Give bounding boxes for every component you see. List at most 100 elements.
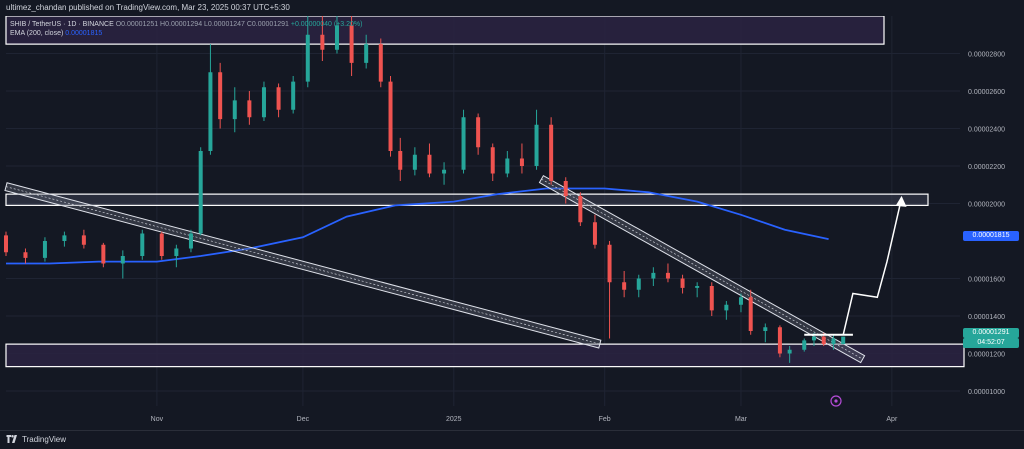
time-axis-label: 2025 xyxy=(446,416,462,423)
candle-body xyxy=(549,124,554,181)
candle-body xyxy=(388,81,393,151)
candle-body xyxy=(261,87,266,118)
price-axis-label: 0.00001200 xyxy=(968,352,1005,359)
candle-body xyxy=(101,244,106,264)
price-axis-label: 0.00002200 xyxy=(968,164,1005,171)
publish-bar: ultimez_chandan published on TradingView… xyxy=(0,0,1024,16)
horizontal-zone xyxy=(5,15,885,45)
price-axis-label: 0.00002800 xyxy=(968,52,1005,59)
candle-body xyxy=(140,233,145,256)
candle-body xyxy=(218,72,223,120)
candle-body xyxy=(291,81,296,110)
legend-symbol-row: SHIB / TetherUS · 1D · BINANCE O0.000012… xyxy=(10,20,362,29)
candle-body xyxy=(442,169,447,174)
candle-body xyxy=(188,233,193,249)
legend-ema-value: 0.00001815 xyxy=(65,30,103,37)
candle-body xyxy=(534,124,539,166)
time-axis-label: Mar xyxy=(735,416,748,423)
candle-body xyxy=(695,286,700,288)
candle-body xyxy=(724,304,729,311)
price-axis-label: 0.00001400 xyxy=(968,314,1005,321)
candle-body xyxy=(841,336,846,345)
candle-body xyxy=(578,196,583,223)
legend-ohlc: O0.00001251 H0.00001294 L0.00001247 C0.0… xyxy=(115,21,289,28)
candle-body xyxy=(490,147,495,174)
horizontal-zone xyxy=(5,343,965,368)
candle-body xyxy=(320,34,325,50)
event-marker-icon xyxy=(830,395,842,407)
price-axis-label: 0.00002400 xyxy=(968,127,1005,134)
candle-body xyxy=(665,272,670,279)
time-axis-label: Feb xyxy=(599,416,611,423)
candle-body xyxy=(802,340,807,350)
price-axis-label: 0.00002600 xyxy=(968,89,1005,96)
candle-body xyxy=(680,278,685,288)
tradingview-logo-icon xyxy=(6,435,17,443)
last-price-tag: 0.00001291 xyxy=(963,328,1019,338)
price-axis-label: 0.00002000 xyxy=(968,202,1005,209)
candle-body xyxy=(811,336,816,341)
candle-body xyxy=(651,272,656,279)
candle-body xyxy=(334,25,339,50)
candle-body xyxy=(738,297,743,305)
candle-body xyxy=(349,25,354,63)
legend-ema-row: EMA (200, close) 0.00001815 xyxy=(10,29,362,38)
candle-body xyxy=(709,286,714,311)
footer-brand: TradingView xyxy=(22,435,67,444)
candle-body xyxy=(23,252,28,258)
candle-body xyxy=(81,235,86,245)
candle-body xyxy=(787,349,792,354)
ema-200-line xyxy=(6,187,829,265)
candle-body xyxy=(592,222,597,245)
ema-price-tag: 0.00001815 xyxy=(963,231,1019,241)
legend-ema-label[interactable]: EMA (200, close) xyxy=(10,30,64,37)
event-marker-dot xyxy=(834,399,838,403)
candle-body xyxy=(232,100,237,120)
time-axis-label: Dec xyxy=(297,416,310,423)
candle-body xyxy=(247,100,252,118)
time-axis-label: Nov xyxy=(151,416,164,423)
candle-body xyxy=(159,233,164,256)
candle-body xyxy=(208,72,213,151)
legend-change: +0.00000040 (+3.20%) xyxy=(290,21,363,28)
trend-channel-long xyxy=(4,182,602,349)
trend-channel-short-mid xyxy=(541,178,863,360)
candle-body xyxy=(276,87,281,110)
projection-arrowhead xyxy=(895,195,907,207)
price-axis-label: 0.00001000 xyxy=(968,389,1005,396)
price-chart[interactable]: 0.00002800 0.00002600 0.00002400 0.00002200… xyxy=(0,15,1024,430)
candle-body xyxy=(427,154,432,174)
candle-body xyxy=(563,181,568,196)
candle-body xyxy=(821,336,826,345)
candle-body xyxy=(364,44,369,63)
candle-body xyxy=(412,154,417,170)
candle-body xyxy=(120,256,125,264)
time-axis-label: Apr xyxy=(886,416,898,423)
candle-body xyxy=(476,117,481,148)
candle-body xyxy=(461,117,466,170)
candle-body xyxy=(777,327,782,354)
countdown-tag: 04:52:07 xyxy=(963,338,1019,348)
candle-body xyxy=(519,158,524,166)
publish-text: ultimez_chandan published on TradingView… xyxy=(6,3,290,12)
projection-path xyxy=(842,197,903,335)
candle-body xyxy=(763,327,768,331)
candle-body xyxy=(398,151,403,170)
candle-body xyxy=(62,235,67,241)
candle-body xyxy=(607,244,612,283)
price-axis-label: 0.00001600 xyxy=(968,277,1005,284)
chart-legend: SHIB / TetherUS · 1D · BINANCE O0.000012… xyxy=(10,20,362,38)
chart-area[interactable]: 0.00002800 0.00002600 0.00002400 0.00002200… xyxy=(0,15,1024,430)
candle-body xyxy=(748,297,753,331)
candle-body xyxy=(378,44,383,82)
candle-body xyxy=(174,248,179,256)
footer-bar: TradingView xyxy=(0,430,1024,449)
candle-body xyxy=(622,282,627,290)
candle-body xyxy=(198,151,203,234)
candle-body xyxy=(305,34,310,82)
candle-body xyxy=(636,278,641,290)
legend-symbol: SHIB / TetherUS · 1D · BINANCE xyxy=(10,21,114,28)
candle-body xyxy=(831,338,836,345)
candle-body xyxy=(42,241,47,258)
candle-body xyxy=(505,158,510,174)
